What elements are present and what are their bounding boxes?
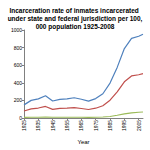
svg-text:0: 0 <box>19 115 22 121</box>
svg-text:1955: 1955 <box>64 120 70 131</box>
svg-text:200: 200 <box>14 97 23 103</box>
svg-text:800: 800 <box>14 45 23 51</box>
svg-text:1000: 1000 <box>11 27 22 33</box>
svg-text:600: 600 <box>14 62 23 68</box>
svg-text:000 population 1925-2008: 000 population 1925-2008 <box>36 23 115 31</box>
svg-text:1925: 1925 <box>21 120 27 131</box>
svg-text:under state and federal jurisd: under state and federal jurisdiction per… <box>8 15 143 23</box>
svg-text:1965: 1965 <box>78 120 84 131</box>
svg-text:1935: 1935 <box>35 120 41 131</box>
svg-text:1945: 1945 <box>50 120 56 131</box>
svg-text:400: 400 <box>14 80 23 86</box>
svg-text:1995: 1995 <box>121 120 127 131</box>
svg-text:1975: 1975 <box>93 120 99 131</box>
svg-text:Year: Year <box>77 139 89 145</box>
svg-text:2005: 2005 <box>136 120 142 131</box>
svg-text:1985: 1985 <box>107 120 113 131</box>
svg-text:Incarceration rate of inmates: Incarceration rate of inmates incarcerat… <box>9 7 140 14</box>
